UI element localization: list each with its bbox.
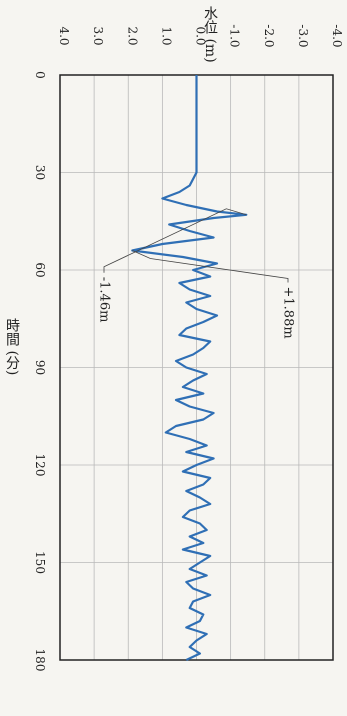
y-tick-labels: -4.0 -3.0 -2.0 -1.0 0.0 1.0 2.0 3.0 4.0	[57, 24, 344, 47]
y-tick-label: -2.0	[262, 24, 276, 47]
annotation-leader	[103, 208, 247, 273]
series-line	[131, 75, 248, 661]
y-tick-label: 4.0	[57, 26, 71, 45]
x-tick-label: 180	[33, 649, 47, 672]
y-tick-label: -4.0	[330, 24, 344, 47]
series-group	[131, 75, 248, 661]
x-tick-label: 60	[33, 262, 47, 277]
x-tick-label: 0	[33, 71, 47, 79]
y-tick-label: -1.0	[228, 24, 242, 47]
x-axis-label: 時間 (分)	[4, 318, 20, 375]
x-tick-label: 120	[33, 454, 47, 477]
annotations: +1.88m -1.46m	[97, 208, 296, 339]
y-axis-label: 水位 (m)	[202, 6, 218, 63]
annotation-leader	[132, 250, 289, 283]
x-tick-label: 30	[33, 165, 47, 180]
y-tick-label: -3.0	[296, 24, 310, 47]
y-tick-label: 1.0	[159, 26, 173, 45]
annotation-label: +1.88m	[281, 287, 296, 339]
y-tick-label: 2.0	[125, 26, 139, 45]
y-tick-label: 3.0	[91, 26, 105, 45]
x-tick-label: 150	[33, 551, 47, 574]
x-tick-label: 90	[33, 360, 47, 375]
x-tick-labels: 0 30 60 90 120 150 180	[33, 71, 47, 671]
annotation-label: -1.46m	[97, 277, 112, 323]
y-tick-label: 0.0	[194, 26, 208, 45]
